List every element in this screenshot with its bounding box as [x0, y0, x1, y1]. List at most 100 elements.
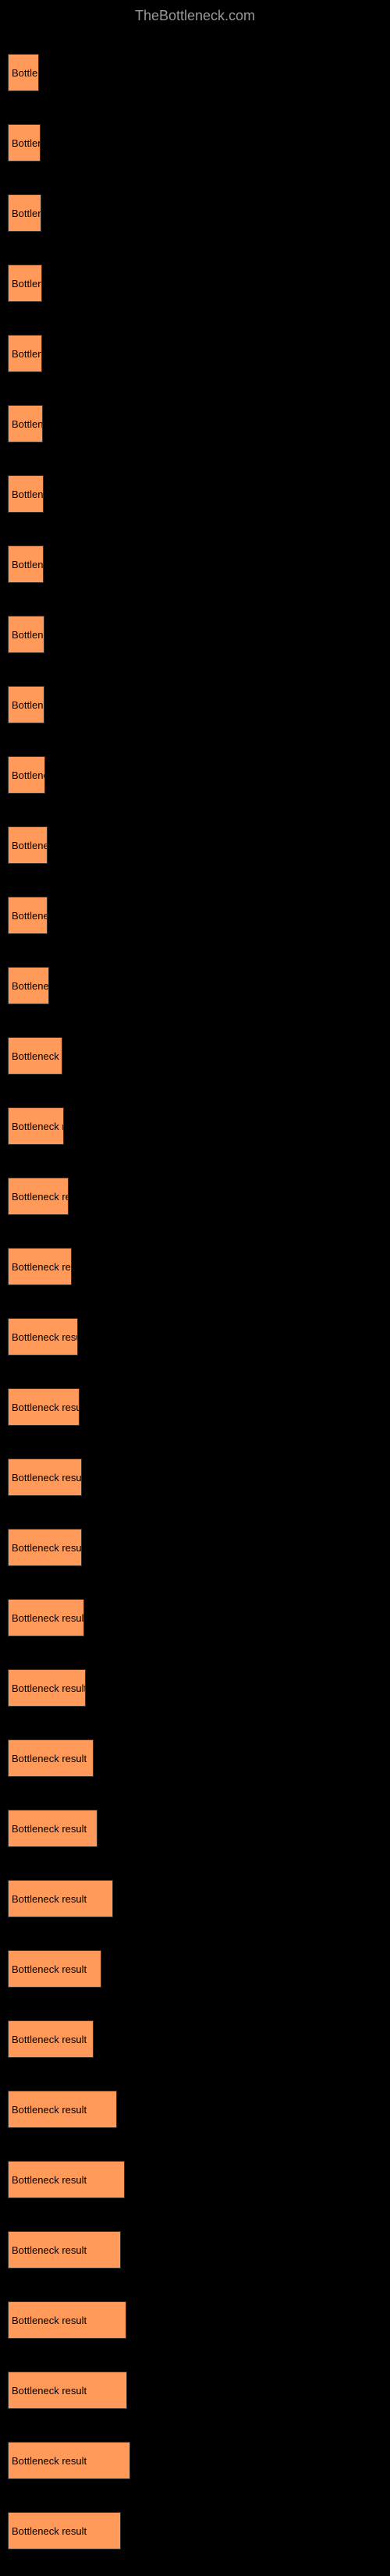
chart-bar-row: Bottleneck result: [8, 1234, 382, 1300]
chart-bar-row: Bottleneck: [8, 321, 382, 387]
bar-label: Bottleneck: [12, 769, 45, 781]
bar-label: Bottleneck: [12, 980, 49, 992]
bar-label: Bottleneck result: [12, 1402, 80, 1413]
chart-bar-row: Bottleneck result: [8, 1304, 382, 1370]
chart-bar: Bottleneck: [8, 756, 45, 794]
chart-bar: Bottleneck result: [8, 1248, 72, 1285]
chart-bar: Bottleneck result: [8, 2372, 127, 2409]
chart-bar: Bottleneck: [8, 265, 42, 302]
bar-value: 4: [122, 2523, 128, 2535]
chart-bar: Bottleneck: [8, 124, 41, 162]
chart-bar: Bottleneck result: [8, 1318, 78, 1356]
chart-bar: Bottleneck result: [8, 1739, 94, 1777]
bar-label: Bottleneck result: [12, 1261, 72, 1273]
chart-bar-row: Bottleneck result: [8, 1164, 382, 1230]
bar-label: Bottleneck result: [12, 1472, 82, 1483]
bar-value: 4: [122, 2242, 128, 2254]
chart-bar: Bottleneck: [8, 335, 42, 372]
bar-label: Bottleneck: [12, 559, 44, 570]
chart-bar-row: Bottleneck result50: [8, 2428, 382, 2494]
bar-label: Bottleneck result: [12, 1542, 82, 1554]
bar-label: Bottleneck result: [12, 1612, 84, 1624]
bar-label: Bottleneck result: [12, 2174, 87, 2186]
chart-bar-row: Bottleneck: [8, 953, 382, 1019]
chart-bar: Bottleneck result: [8, 1669, 86, 1707]
bar-label: Bottleneck result: [12, 2034, 87, 2045]
chart-bar: Bottleneck result: [8, 1599, 84, 1636]
bar-value: 4: [115, 1891, 120, 1903]
chart-bar-row: Bottleneck result: [8, 1023, 382, 1089]
bar-value: 49: [129, 2382, 140, 2394]
chart-bar-row: Bottleneck result: [8, 1725, 382, 1792]
bar-label: Bottleneck: [12, 208, 41, 219]
chart-bar: Bottleneck result: [8, 2512, 121, 2549]
bar-value: 4: [119, 2102, 124, 2113]
bar-value: 49: [128, 2312, 139, 2324]
chart-bar: Bottleneck: [8, 475, 44, 513]
bar-label: Bottleneck result: [12, 1753, 87, 1764]
chart-bar-row: Bottleneck: [8, 812, 382, 879]
chart-bar-row: Bottleneck result 49: [8, 2147, 382, 2213]
chart-bar-row: Bottleneck: [8, 391, 382, 457]
chart-bar-row: Bottleneck result: [8, 1796, 382, 1862]
bar-label: Bottleneck: [12, 629, 44, 641]
chart-bar-row: Bottleneck result 4: [8, 2077, 382, 2143]
chart-bar: Bottleneck: [8, 194, 41, 232]
bar-label: Bottleneck: [12, 699, 44, 711]
bar-label: Bottleneck: [12, 348, 42, 360]
chart-bar: Bottleneck: [8, 967, 49, 1004]
bar-label: Bottleneck: [12, 418, 43, 430]
chart-bar-row: Bottleneck: [8, 250, 382, 317]
chart-bar-row: Bottleneck result: [8, 1585, 382, 1651]
chart-bar-row: Bottleneck result4: [8, 2498, 382, 2564]
chart-bar-row: Bottleneck result: [8, 1936, 382, 2002]
chart-bar: Bottleneck result: [8, 1529, 82, 1566]
bar-label: Bottleneck result: [12, 1682, 86, 1694]
chart-bar: Bottleneck result: [8, 2231, 121, 2269]
bar-label: Bottleneck result: [12, 1331, 78, 1343]
bar-label: Bottleneck result: [12, 1893, 87, 1905]
chart-bar: Bottleneck result: [8, 1459, 82, 1496]
bar-label: Bottleneck: [12, 278, 42, 290]
chart-bar-row: Bottleneck: [8, 742, 382, 808]
chart-bar-row: Bottleneck result: [8, 1093, 382, 1160]
bar-label: Bottleneck result: [12, 1121, 64, 1132]
bar-label: Bottleneck: [12, 840, 48, 851]
chart-bar: Bottleneck: [8, 686, 44, 723]
chart-bar: Bottleneck result: [8, 1880, 113, 1917]
chart-bar-row: Bottleneck result 4: [8, 1866, 382, 1932]
chart-bar: Bottleneck result: [8, 2301, 126, 2339]
chart-bar-row: Bottleneck result 49: [8, 2287, 382, 2354]
chart-bar: Bottleneck: [8, 616, 44, 653]
chart-bar-row: Bottleneck result: [8, 1444, 382, 1511]
bar-value: 50: [132, 2453, 143, 2464]
chart-bar: Bottleneck: [8, 405, 43, 442]
bar-label: Bottleneck result: [12, 2315, 87, 2326]
chart-bar-row: Bottleneck: [8, 110, 382, 176]
chart-bar-row: Bottleneck: [8, 531, 382, 598]
chart-bar: Bottleneck: [8, 545, 44, 583]
chart-bar-row: Bottleneck result: [8, 1655, 382, 1721]
chart-bar: Bottleneck: [8, 897, 48, 934]
bar-value: 49: [126, 2172, 137, 2183]
chart-bar: Bottleneck result: [8, 1178, 69, 1215]
bar-label: Bottleneck result: [12, 1963, 87, 1975]
chart-bar-row: Bottleneck result4: [8, 2217, 382, 2283]
bar-label: Bottleneck: [12, 137, 41, 149]
chart-bar-row: Bottleneck: [8, 672, 382, 738]
bottleneck-chart: Bottleneck Bottleneck Bottleneck Bottleneck…: [8, 40, 382, 2564]
chart-bar: Bottleneck result: [8, 2091, 117, 2128]
bar-label: Bottleneck result: [12, 1823, 87, 1835]
chart-bar-row: Bottleneck result: [8, 2006, 382, 2073]
chart-bar: Bottleneck result: [8, 1950, 101, 1988]
bar-label: Bottleneck result: [12, 2104, 87, 2116]
bar-label: Bottleneck: [12, 67, 39, 79]
chart-bar: Bottleneck result: [8, 2442, 130, 2479]
bar-label: Bottleneck result: [12, 1050, 62, 1062]
chart-bar: Bottleneck result: [8, 1810, 98, 1847]
bar-label: Bottleneck result: [12, 2385, 87, 2397]
chart-bar: Bottleneck result: [8, 1037, 62, 1075]
chart-bar-row: Bottleneck: [8, 602, 382, 668]
chart-bar: Bottleneck result: [8, 2020, 94, 2058]
chart-bar-row: Bottleneck result: [8, 1515, 382, 1581]
